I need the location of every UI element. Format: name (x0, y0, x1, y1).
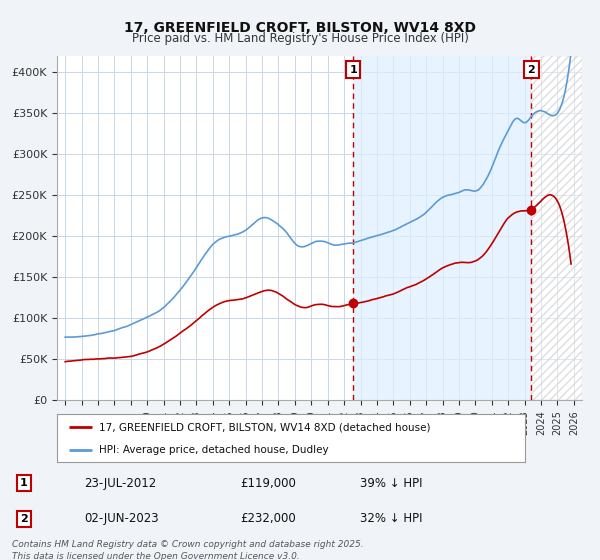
Text: 32% ↓ HPI: 32% ↓ HPI (360, 512, 422, 525)
Bar (353, 56, 532, 400)
Text: Contains HM Land Registry data © Crown copyright and database right 2025.
This d: Contains HM Land Registry data © Crown c… (12, 540, 364, 560)
Text: 2: 2 (20, 514, 28, 524)
Text: 1: 1 (20, 478, 28, 488)
Text: 23-JUL-2012: 23-JUL-2012 (84, 477, 156, 489)
Text: 17, GREENFIELD CROFT, BILSTON, WV14 8XD (detached house): 17, GREENFIELD CROFT, BILSTON, WV14 8XD … (99, 422, 431, 432)
Text: £232,000: £232,000 (240, 512, 296, 525)
Text: 39% ↓ HPI: 39% ↓ HPI (360, 477, 422, 489)
Text: Price paid vs. HM Land Registry's House Price Index (HPI): Price paid vs. HM Land Registry's House … (131, 32, 469, 45)
Text: 1: 1 (349, 64, 357, 74)
Text: HPI: Average price, detached house, Dudley: HPI: Average price, detached house, Dudl… (99, 445, 329, 455)
Bar (532, 56, 582, 400)
Text: 02-JUN-2023: 02-JUN-2023 (84, 512, 158, 525)
Text: £119,000: £119,000 (240, 477, 296, 489)
Bar (532, 56, 582, 400)
Text: 17, GREENFIELD CROFT, BILSTON, WV14 8XD: 17, GREENFIELD CROFT, BILSTON, WV14 8XD (124, 21, 476, 35)
Text: 2: 2 (527, 64, 535, 74)
